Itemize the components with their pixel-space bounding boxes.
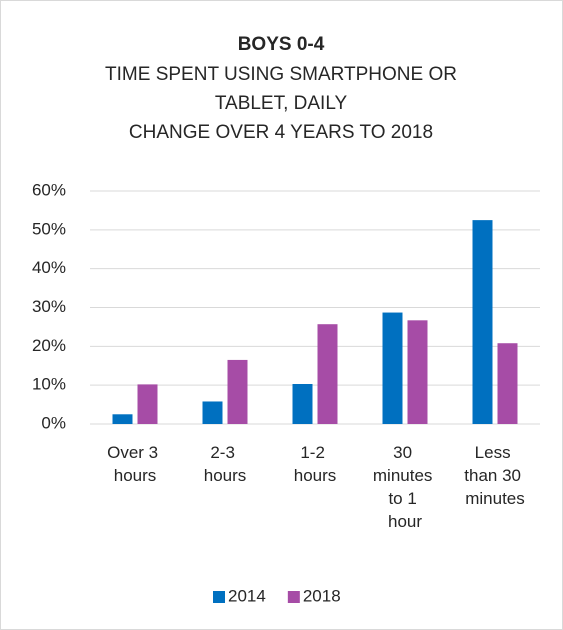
x-tick-label: 2-3 hours xyxy=(204,443,247,485)
legend-label: 2018 xyxy=(303,586,341,605)
y-tick-label: 20% xyxy=(32,336,66,355)
y-tick-label: 30% xyxy=(32,297,66,316)
x-tick-label: 30 minutes to 1 hour xyxy=(373,443,437,531)
y-tick-label: 60% xyxy=(32,180,66,199)
bar xyxy=(227,359,248,424)
chart-subtitle: CHANGE OVER 4 YEARS TO 2018 xyxy=(129,122,433,143)
bar xyxy=(407,320,428,424)
bar xyxy=(137,384,158,424)
y-tick-label: 50% xyxy=(32,219,66,238)
bar xyxy=(317,324,338,424)
legend-swatch xyxy=(287,591,300,603)
chart-title: BOYS 0-4 xyxy=(238,34,325,55)
bar xyxy=(472,220,493,424)
bar xyxy=(292,384,313,424)
bar xyxy=(112,414,133,424)
bar xyxy=(497,343,518,424)
y-tick-label: 10% xyxy=(32,375,66,394)
x-tick-label: 1-2 hours xyxy=(294,443,337,485)
x-tick-label: Less than 30 minutes xyxy=(464,443,525,508)
chart-subtitle: TABLET, DAILY xyxy=(215,93,348,114)
x-tick-label: Over 3 hours xyxy=(107,443,163,485)
bar xyxy=(382,312,403,424)
legend-swatch xyxy=(213,591,225,603)
legend-label: 2014 xyxy=(228,586,266,605)
bar xyxy=(202,401,223,424)
chart-subtitle: TIME SPENT USING SMARTPHONE OR xyxy=(105,64,457,85)
y-tick-label: 40% xyxy=(32,258,66,277)
y-tick-label: 0% xyxy=(41,413,66,432)
